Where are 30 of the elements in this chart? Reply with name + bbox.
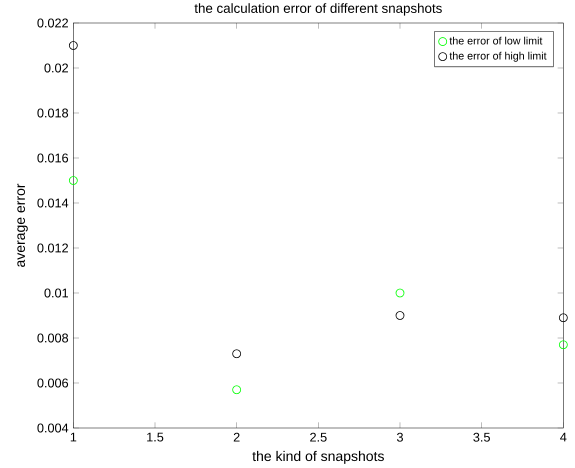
x-axis-title: the kind of snapshots: [252, 450, 384, 464]
x-tick-label: 4: [560, 432, 566, 442]
y-tick-label: 0.022: [37, 18, 68, 28]
point: [68, 176, 78, 185]
point: [396, 288, 404, 298]
x-tick-label: 3: [396, 432, 403, 442]
x-tick-label: 2: [234, 432, 240, 442]
point: [68, 41, 78, 50]
y-tick-label: 0.008: [37, 334, 68, 342]
x-tick-label: 2.5: [310, 432, 327, 442]
y-tick-label: 0.004: [37, 424, 68, 432]
x-tick-label: 1.5: [147, 432, 164, 442]
y-tick-label: 0.012: [37, 244, 68, 252]
y-tick-label: 0.006: [37, 378, 68, 388]
chart-title: the calculation error of different snapshots: [194, 3, 442, 16]
point: [396, 311, 404, 320]
point: [232, 349, 242, 358]
x-tick-label: 3.5: [473, 432, 490, 442]
y-tick-label: 0.018: [37, 108, 68, 118]
y-tick-label: 0.02: [44, 64, 68, 72]
y-tick-label: 0.016: [37, 154, 68, 162]
point: [232, 385, 242, 394]
y-tick-label: 0.014: [37, 198, 68, 208]
legend-label: the error of low limit: [450, 36, 542, 45]
point: [558, 313, 568, 322]
legend-label: the error of high limit: [450, 52, 546, 62]
y-axis-title: average error: [17, 184, 28, 267]
x-tick-label: 1: [70, 432, 76, 442]
point: [558, 340, 568, 350]
y-tick-label: 0.01: [44, 288, 68, 298]
